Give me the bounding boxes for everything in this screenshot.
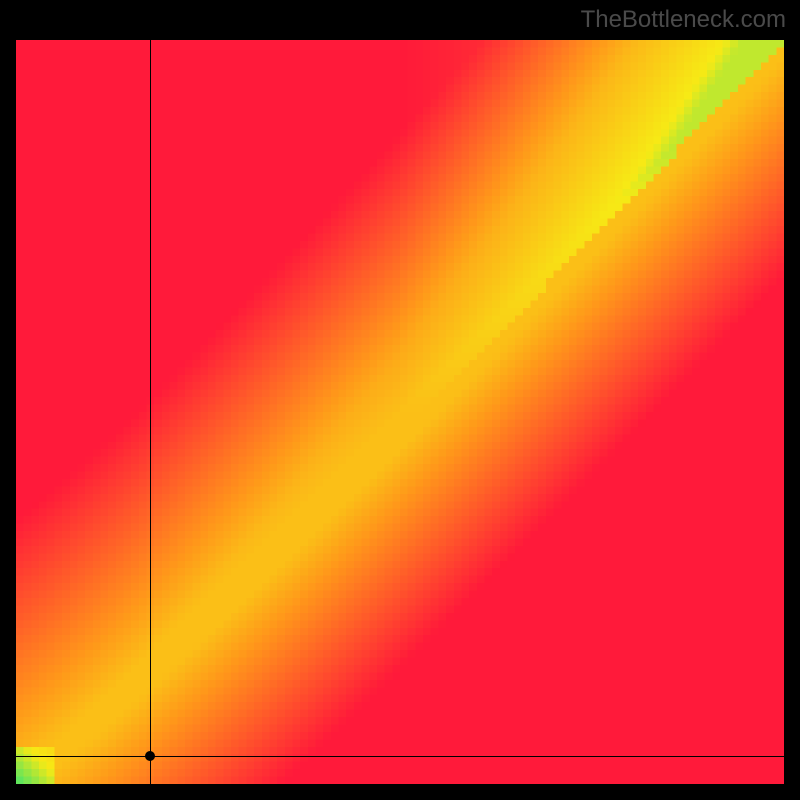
crosshair-horizontal — [16, 756, 784, 757]
crosshair-vertical — [150, 40, 151, 784]
plot-area — [16, 40, 784, 784]
crosshair-marker — [145, 751, 155, 761]
watermark-text: TheBottleneck.com — [581, 6, 786, 34]
chart-container: TheBottleneck.com — [0, 0, 800, 800]
heatmap-canvas — [16, 40, 784, 784]
